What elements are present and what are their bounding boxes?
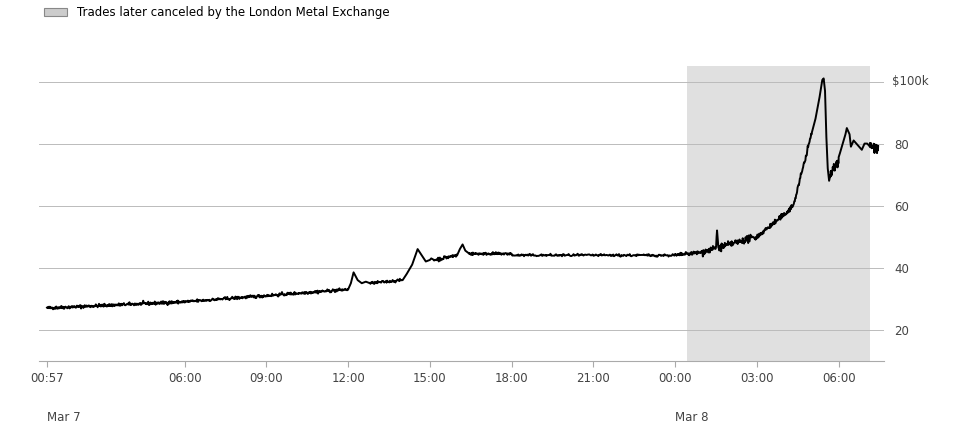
Text: Mar 8: Mar 8 bbox=[675, 411, 709, 424]
Text: Mar 7: Mar 7 bbox=[47, 411, 81, 424]
Legend: Trades later canceled by the London Metal Exchange: Trades later canceled by the London Meta… bbox=[39, 1, 394, 24]
Bar bbox=[687, 66, 870, 361]
Text: $100k: $100k bbox=[892, 75, 928, 88]
